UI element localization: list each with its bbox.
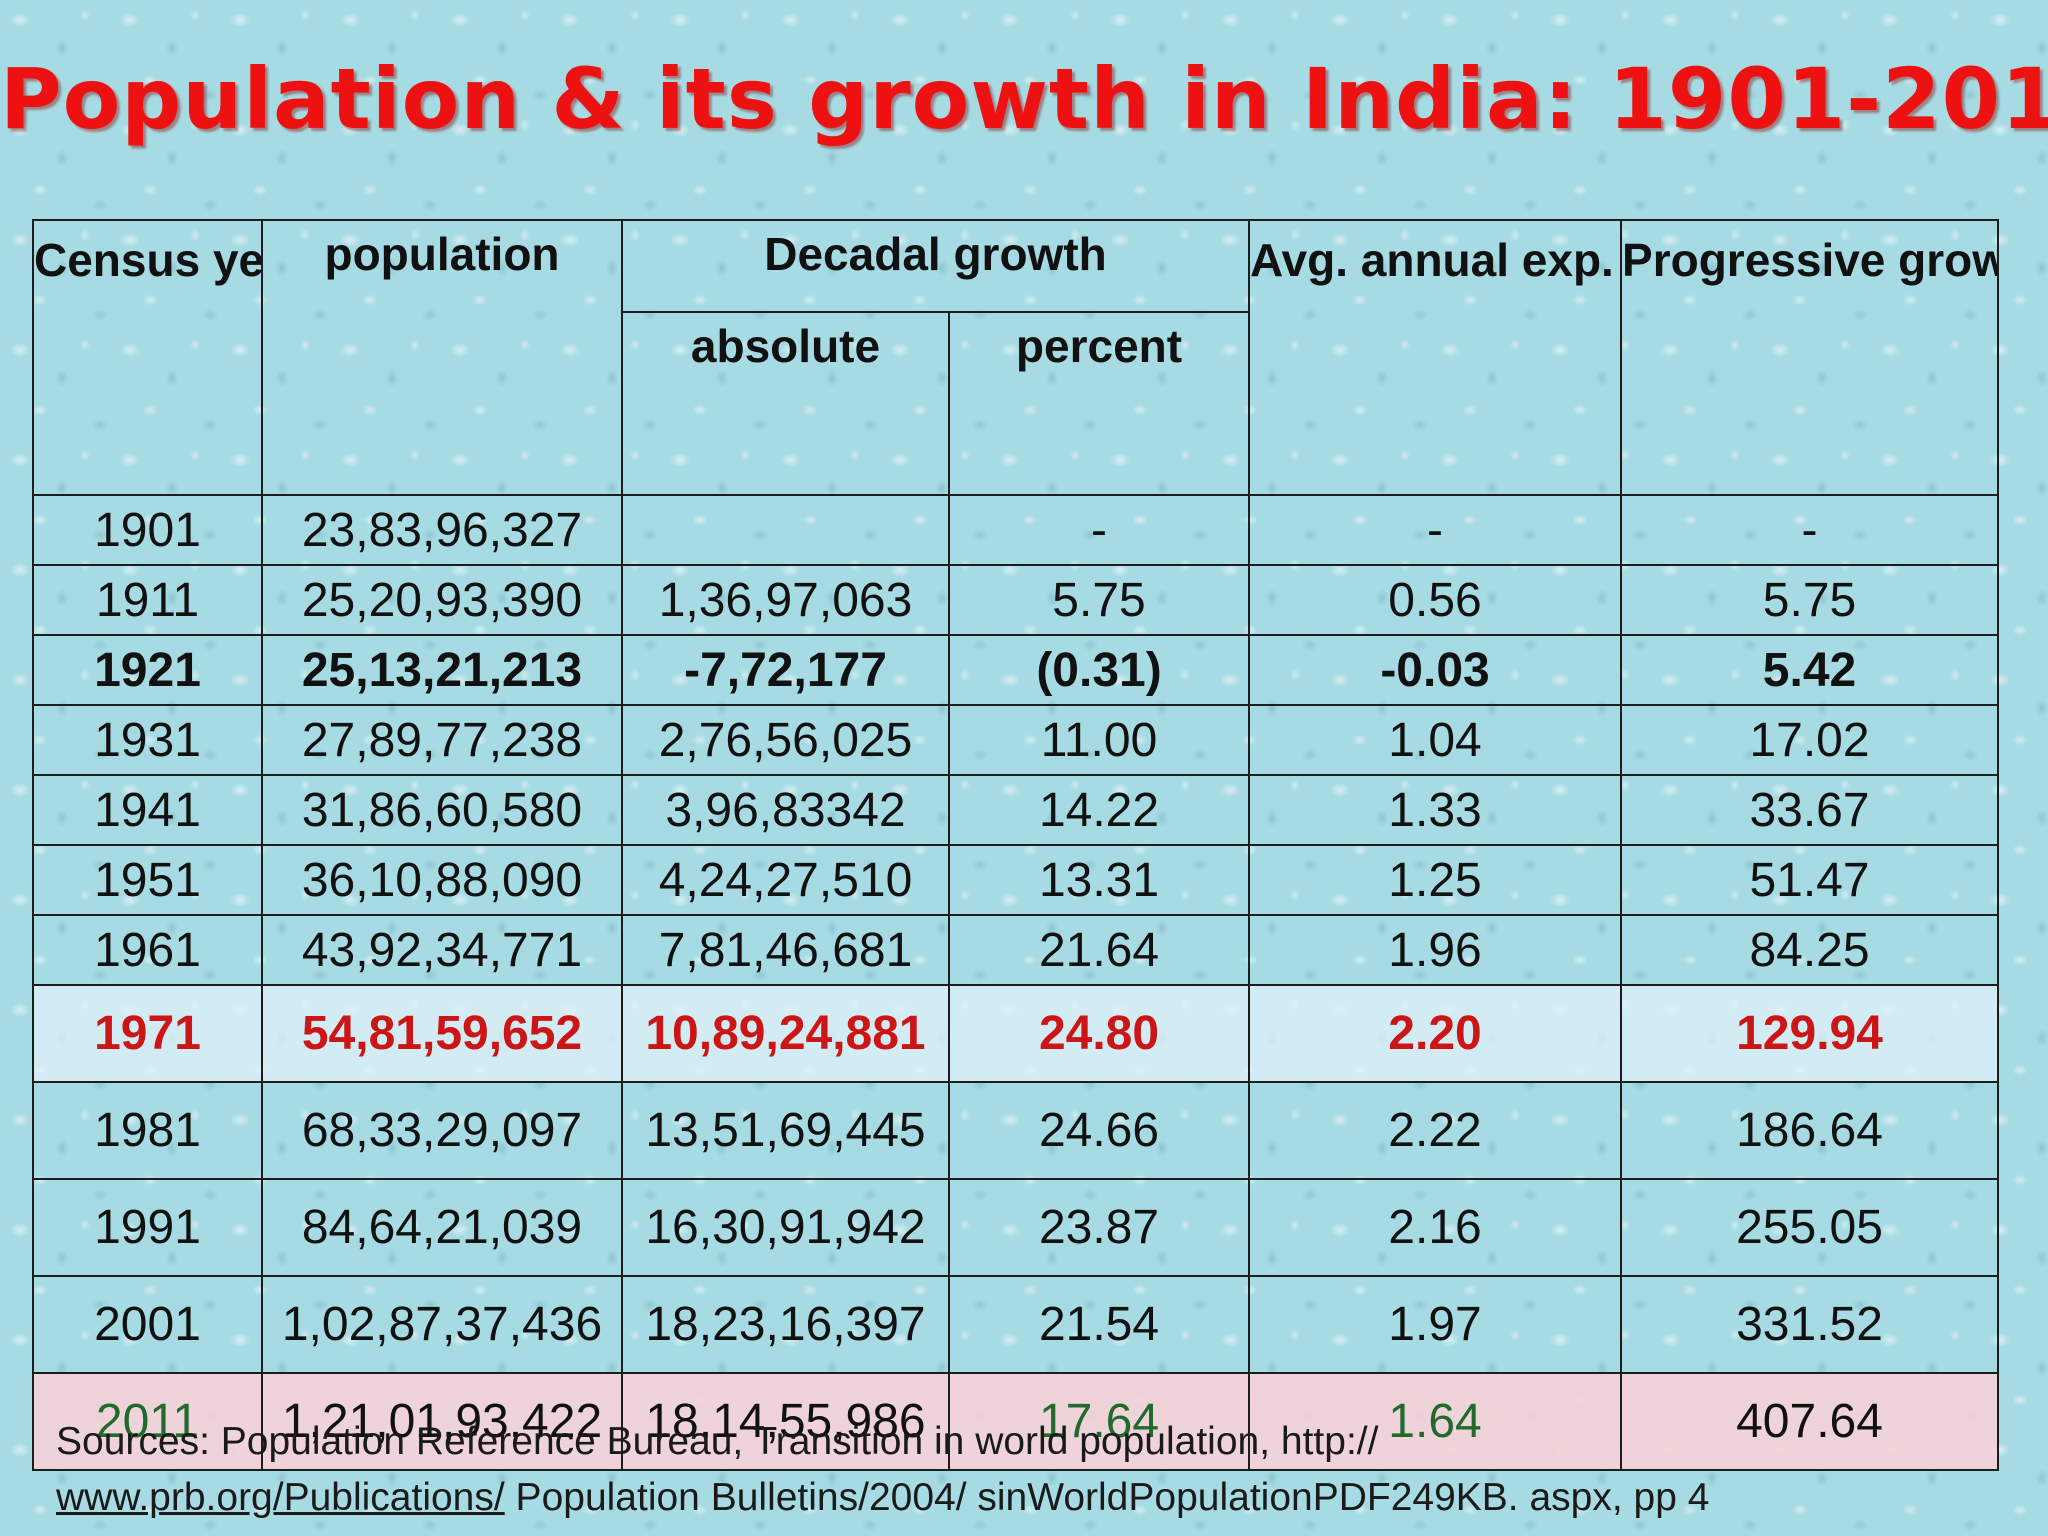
cell-absolute: 7,81,46,681 (621, 914, 950, 986)
sources-line-2-text: Population Bulletins/2004/ sinWorldPopul… (504, 1476, 1710, 1519)
cell-progressive: 255.05 (1620, 1178, 2000, 1277)
table-row: 1911 25,20,93,390 1,36,97,063 5.75 0.56 … (32, 564, 2000, 636)
cell-population: 31,86,60,580 (261, 774, 623, 846)
table-row: 1921 25,13,21,213 -7,72,177 (0.31) -0.03… (32, 634, 2000, 706)
header-population: population (261, 219, 623, 496)
cell-progressive: 331.52 (1620, 1275, 2000, 1374)
cell-percent: (0.31) (947, 634, 1251, 706)
cell-population: 25,20,93,390 (261, 564, 623, 636)
cell-population: 68,33,29,097 (261, 1081, 623, 1180)
cell-percent: 21.64 (947, 914, 1251, 986)
header-percent: percent (947, 311, 1251, 496)
cell-absolute: 13,51,69,445 (621, 1081, 950, 1180)
sources-link[interactable]: www.prb.org/Publications/ (56, 1476, 505, 1519)
cell-avg-growth: 2.16 (1248, 1178, 1623, 1277)
cell-year: 1951 (32, 844, 263, 916)
cell-absolute: 3,96,83342 (621, 774, 950, 846)
cell-year: 1901 (32, 494, 263, 566)
cell-absolute: 1,36,97,063 (621, 564, 950, 636)
table-row: 1901 23,83,96,327 - - - (32, 494, 2000, 566)
table-row: 1991 84,64,21,039 16,30,91,942 23.87 2.1… (32, 1178, 2000, 1277)
cell-percent: 11.00 (947, 704, 1251, 776)
sources-line-1: Sources: Population Reference Bureau, Tr… (56, 1420, 1379, 1463)
cell-percent: 14.22 (947, 774, 1251, 846)
cell-progressive: 51.47 (1620, 844, 2000, 916)
table-row: 1951 36,10,88,090 4,24,27,510 13.31 1.25… (32, 844, 2000, 916)
cell-year: 1921 (32, 634, 263, 706)
cell-progressive: 33.67 (1620, 774, 2000, 846)
cell-progressive: 407.64 (1620, 1372, 2000, 1471)
cell-population: 23,83,96,327 (261, 494, 623, 566)
cell-avg-growth: 1.96 (1248, 914, 1623, 986)
cell-population: 27,89,77,238 (261, 704, 623, 776)
cell-population: 43,92,34,771 (261, 914, 623, 986)
cell-percent: 24.66 (947, 1081, 1251, 1180)
cell-percent: - (947, 494, 1251, 566)
header-progressive-growth: Progressive growth rate over 1901 (%) (1620, 219, 2000, 496)
cell-absolute: -7,72,177 (621, 634, 950, 706)
cell-year: 2011 (32, 1372, 263, 1471)
cell-progressive: 84.25 (1620, 914, 2000, 986)
cell-year: 1931 (32, 704, 263, 776)
table-row: 1981 68,33,29,097 13,51,69,445 24.66 2.2… (32, 1081, 2000, 1180)
header-decadal-growth: Decadal growth (620, 219, 1251, 313)
cell-year: 1961 (32, 914, 263, 986)
cell-progressive: - (1620, 494, 2000, 566)
cell-avg-growth: 1.33 (1248, 774, 1623, 846)
cell-avg-growth: 1.64 (1248, 1372, 1623, 1471)
cell-percent: 5.75 (947, 564, 1251, 636)
table-row: 1971 54,81,59,652 10,89,24,881 24.80 2.2… (32, 984, 2000, 1083)
cell-population: 1,02,87,37,436 (261, 1275, 623, 1374)
cell-avg-growth: 0.56 (1248, 564, 1623, 636)
cell-absolute: 2,76,56,025 (621, 704, 950, 776)
cell-population: 54,81,59,652 (261, 984, 623, 1083)
sources-line-2: www.prb.org/Publications/ Population Bul… (56, 1470, 2016, 1526)
cell-percent: 23.87 (947, 1178, 1251, 1277)
cell-progressive: 5.42 (1620, 634, 2000, 706)
cell-year: 1981 (32, 1081, 263, 1180)
slide-title: Population & its growth in India: 1901-2… (0, 50, 2048, 148)
cell-population: 1,21,01,93,422 (261, 1372, 623, 1471)
cell-progressive: 186.64 (1620, 1081, 2000, 1180)
cell-avg-growth: 2.20 (1248, 984, 1623, 1083)
cell-percent: 21.54 (947, 1275, 1251, 1374)
cell-avg-growth: 1.25 (1248, 844, 1623, 916)
cell-population: 84,64,21,039 (261, 1178, 623, 1277)
cell-progressive: 129.94 (1620, 984, 2000, 1083)
cell-absolute: 4,24,27,510 (621, 844, 950, 916)
cell-progressive: 17.02 (1620, 704, 2000, 776)
cell-year: 1941 (32, 774, 263, 846)
cell-avg-growth: -0.03 (1248, 634, 1623, 706)
population-table: Census year population Decadal growth Av… (32, 219, 2000, 1471)
sources-note: Sources: Population Reference Bureau, Tr… (56, 1414, 2016, 1526)
header-census-year: Census year (32, 219, 263, 496)
cell-avg-growth: - (1248, 494, 1623, 566)
cell-absolute: 10,89,24,881 (621, 984, 950, 1083)
cell-avg-growth: 2.22 (1248, 1081, 1623, 1180)
table-row: 2011 1,21,01,93,422 18,14,55,986 17.64 1… (32, 1372, 2000, 1471)
cell-population: 36,10,88,090 (261, 844, 623, 916)
cell-percent: 13.31 (947, 844, 1251, 916)
table-row: 1941 31,86,60,580 3,96,83342 14.22 1.33 … (32, 774, 2000, 846)
cell-absolute: 18,14,55,986 (621, 1372, 950, 1471)
cell-absolute: 18,23,16,397 (621, 1275, 950, 1374)
table-row: 1961 43,92,34,771 7,81,46,681 21.64 1.96… (32, 914, 2000, 986)
cell-year: 1911 (32, 564, 263, 636)
header-avg-annual-growth: Avg. annual exp. growth rate (%) (1248, 219, 1623, 496)
cell-absolute (621, 494, 950, 566)
cell-percent: 17.64 (947, 1372, 1251, 1471)
cell-avg-growth: 1.97 (1248, 1275, 1623, 1374)
header-absolute: absolute (621, 311, 950, 496)
cell-percent: 24.80 (947, 984, 1251, 1083)
cell-year: 1991 (32, 1178, 263, 1277)
cell-avg-growth: 1.04 (1248, 704, 1623, 776)
cell-year: 1971 (32, 984, 263, 1083)
cell-absolute: 16,30,91,942 (621, 1178, 950, 1277)
cell-population: 25,13,21,213 (261, 634, 623, 706)
table-row: 2001 1,02,87,37,436 18,23,16,397 21.54 1… (32, 1275, 2000, 1374)
table-row: 1931 27,89,77,238 2,76,56,025 11.00 1.04… (32, 704, 2000, 776)
cell-year: 2001 (32, 1275, 263, 1374)
cell-progressive: 5.75 (1620, 564, 2000, 636)
